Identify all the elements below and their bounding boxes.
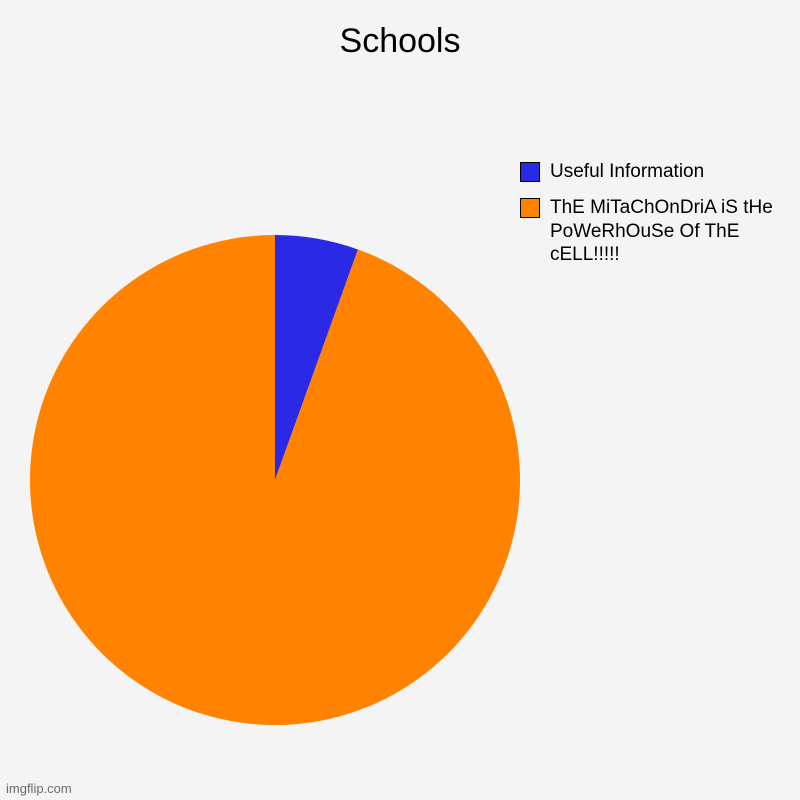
legend: Useful Information ThE MiTaChOnDriA iS t… bbox=[520, 160, 780, 279]
legend-item: ThE MiTaChOnDriA iS tHe PoWeRhOuSe Of Th… bbox=[520, 196, 780, 267]
watermark: imgflip.com bbox=[6, 781, 72, 796]
legend-label: ThE MiTaChOnDriA iS tHe PoWeRhOuSe Of Th… bbox=[550, 196, 780, 267]
legend-swatch bbox=[520, 198, 540, 218]
pie-chart bbox=[30, 235, 520, 730]
legend-swatch bbox=[520, 162, 540, 182]
legend-label: Useful Information bbox=[550, 160, 704, 184]
chart-title: Schools bbox=[0, 22, 800, 61]
pie-slice bbox=[30, 235, 520, 725]
legend-item: Useful Information bbox=[520, 160, 780, 184]
pie-svg bbox=[30, 235, 520, 725]
chart-canvas: Schools Useful Information ThE MiTaChOnD… bbox=[0, 0, 800, 800]
